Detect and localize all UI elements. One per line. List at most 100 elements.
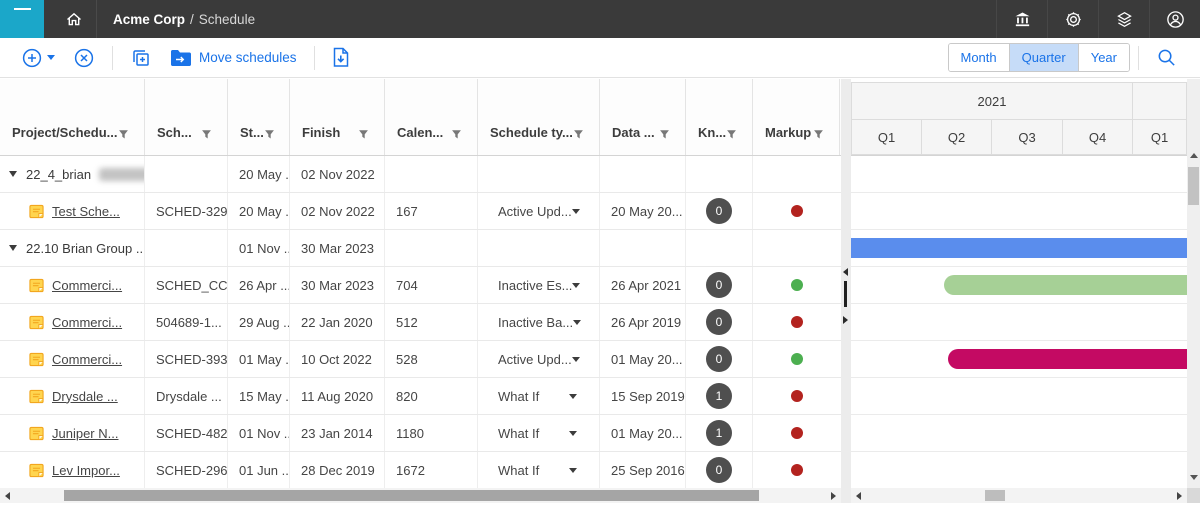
known-issues-badge[interactable]: 0 — [706, 457, 732, 483]
collapse-left-arrow-icon[interactable] — [843, 268, 848, 276]
scroll-left-arrow-icon[interactable] — [856, 492, 861, 500]
expand-collapse-caret-icon[interactable] — [9, 171, 17, 177]
gantt-bar[interactable] — [851, 238, 1187, 258]
filter-button[interactable] — [726, 129, 737, 140]
filter-funnel-icon[interactable] — [201, 129, 212, 140]
schedule-name-link[interactable]: Commerci... — [52, 351, 123, 367]
gantt-year-header-next[interactable] — [1133, 82, 1187, 119]
table-scrollbar-thumb[interactable] — [64, 490, 759, 501]
table-row[interactable]: Lev Impor... SCHED-296 01 Jun ... 28 Dec 20… — [0, 452, 841, 488]
table-row[interactable]: 22.10 Brian Group ... 01 Nov ... 30 Mar 20… — [0, 230, 841, 267]
filter-button[interactable] — [201, 129, 212, 140]
view-quarter-button[interactable]: Quarter — [1008, 44, 1078, 71]
gantt-bar[interactable] — [944, 275, 1187, 295]
gantt-horizontal-scrollbar[interactable] — [851, 488, 1187, 503]
scroll-up-arrow-icon[interactable] — [1190, 153, 1198, 158]
known-issues-badge[interactable]: 1 — [706, 383, 732, 409]
bank-button[interactable] — [996, 0, 1047, 38]
gantt-quarter-header[interactable]: Q4 — [1063, 119, 1133, 155]
schedule-name-link[interactable]: Lev Impor... — [52, 462, 120, 478]
breadcrumb-project[interactable]: Acme Corp — [113, 11, 186, 27]
filter-funnel-icon[interactable] — [573, 129, 584, 140]
known-issues-badge[interactable]: 1 — [706, 420, 732, 446]
filter-funnel-icon[interactable] — [659, 129, 670, 140]
filter-funnel-icon[interactable] — [813, 129, 824, 140]
schedule-type-dropdown[interactable]: What If — [478, 378, 600, 414]
known-issues-badge[interactable]: 0 — [706, 309, 732, 335]
expand-collapse-caret-icon[interactable] — [9, 245, 17, 251]
scroll-right-arrow-icon[interactable] — [831, 492, 836, 500]
known-issues-badge[interactable]: 0 — [706, 346, 732, 372]
column-header-5[interactable]: Schedule ty... — [478, 79, 600, 155]
filter-button[interactable] — [451, 129, 462, 140]
home-button[interactable] — [52, 0, 96, 38]
filter-button[interactable] — [118, 129, 129, 140]
copy-button[interactable] — [130, 47, 152, 69]
filter-funnel-icon[interactable] — [358, 129, 369, 140]
gantt-quarter-header[interactable]: Q1 — [851, 119, 922, 155]
gantt-year-header[interactable]: 2021 — [851, 82, 1133, 119]
filter-button[interactable] — [813, 129, 824, 140]
column-header-3[interactable]: Finish — [290, 79, 385, 155]
table-row[interactable]: Commerci... SCHED_CC 26 Apr ... 30 Mar 2023… — [0, 267, 841, 304]
table-row[interactable]: Commerci... SCHED-393 01 May ... 10 Oct 202… — [0, 341, 841, 378]
view-year-button[interactable]: Year — [1077, 44, 1129, 71]
column-header-0[interactable]: Project/Schedu... — [0, 79, 145, 155]
table-row[interactable]: Test Sche... SCHED-329 20 May ... 02 Nov 20… — [0, 193, 841, 230]
schedule-name-link[interactable]: Juniper N... — [52, 425, 119, 441]
pane-splitter[interactable] — [841, 79, 851, 488]
cancel-button[interactable] — [73, 47, 95, 69]
filter-button[interactable] — [573, 129, 584, 140]
import-button[interactable] — [332, 47, 350, 68]
expand-right-arrow-icon[interactable] — [843, 316, 848, 324]
scroll-left-arrow-icon[interactable] — [5, 492, 10, 500]
settings-button[interactable] — [1047, 0, 1098, 38]
gantt-quarter-header[interactable]: Q1 — [1133, 119, 1187, 155]
view-month-button[interactable]: Month — [948, 44, 1009, 71]
table-row[interactable]: Commerci... 504689-1... 29 Aug ... 22 Jan 2… — [0, 304, 841, 341]
schedule-type-dropdown[interactable]: What If — [478, 452, 600, 488]
filter-button[interactable] — [659, 129, 670, 140]
scroll-right-arrow-icon[interactable] — [1177, 492, 1182, 500]
gantt-scrollbar-thumb[interactable] — [985, 490, 1005, 501]
move-schedules-button[interactable]: Move schedules — [170, 49, 297, 67]
apps-button[interactable] — [1098, 0, 1149, 38]
table-row[interactable]: Juniper N... SCHED-482 01 Nov ... 23 Jan 20… — [0, 415, 841, 452]
table-horizontal-scrollbar[interactable] — [0, 488, 841, 503]
splitter-handle[interactable] — [844, 281, 847, 307]
filter-funnel-icon[interactable] — [726, 129, 737, 140]
schedule-type-dropdown[interactable]: Inactive Es... — [478, 267, 600, 303]
schedule-name-link[interactable]: Commerci... — [52, 277, 123, 293]
filter-button[interactable] — [264, 129, 275, 140]
column-header-8[interactable]: Markup — [753, 79, 840, 155]
gantt-vertical-scrollbar[interactable] — [1187, 79, 1200, 488]
gantt-quarter-header[interactable]: Q3 — [992, 119, 1063, 155]
schedule-name-link[interactable]: Drysdale ... — [52, 388, 118, 404]
add-schedule-button[interactable] — [21, 47, 55, 69]
filter-button[interactable] — [358, 129, 369, 140]
table-row[interactable]: Drysdale ... Drysdale ... 15 May ... 11 Aug… — [0, 378, 841, 415]
column-header-2[interactable]: St... — [228, 79, 290, 155]
column-header-7[interactable]: Kn... — [686, 79, 753, 155]
known-issues-badge[interactable]: 0 — [706, 198, 732, 224]
gantt-quarter-header[interactable]: Q2 — [922, 119, 992, 155]
hamburger-menu-button[interactable] — [0, 0, 44, 38]
schedule-name-link[interactable]: Test Sche... — [52, 203, 120, 219]
table-row[interactable]: 22_4_brian 20 May ... 02 Nov 2022 — [0, 156, 841, 193]
search-button[interactable] — [1156, 47, 1177, 68]
filter-funnel-icon[interactable] — [451, 129, 462, 140]
schedule-type-dropdown[interactable]: What If — [478, 415, 600, 451]
scroll-down-arrow-icon[interactable] — [1190, 475, 1198, 480]
vertical-scrollbar-thumb[interactable] — [1188, 167, 1199, 205]
column-header-4[interactable]: Calen... — [385, 79, 478, 155]
filter-funnel-icon[interactable] — [118, 129, 129, 140]
known-issues-badge[interactable]: 0 — [706, 272, 732, 298]
filter-funnel-icon[interactable] — [264, 129, 275, 140]
column-header-1[interactable]: Sch... — [145, 79, 228, 155]
schedule-type-dropdown[interactable]: Active Upd... — [478, 341, 600, 377]
add-dropdown-caret-icon[interactable] — [47, 55, 55, 60]
column-header-6[interactable]: Data ... — [600, 79, 686, 155]
schedule-name-link[interactable]: Commerci... — [52, 314, 123, 330]
schedule-type-dropdown[interactable]: Inactive Ba... — [478, 304, 600, 340]
account-button[interactable] — [1149, 0, 1200, 38]
